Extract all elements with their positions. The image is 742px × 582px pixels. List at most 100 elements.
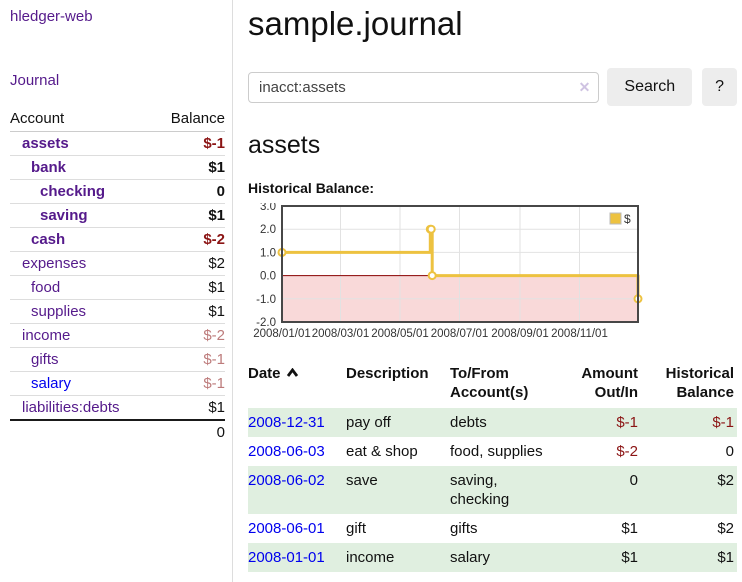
account-row: assets $-1 <box>10 132 225 156</box>
transaction-description: save <box>346 472 378 489</box>
transaction-balance: 0 <box>725 443 734 460</box>
accounts-total-row: 0 <box>10 419 225 444</box>
transaction-accounts: salary <box>450 549 491 566</box>
transaction-balance: $-1 <box>712 414 734 431</box>
sidebar-account-gifts[interactable]: gifts <box>31 351 59 368</box>
sidebar-account-liabilities-debts[interactable]: liabilities:debts <box>22 399 120 416</box>
balance-chart: $3.0 2.0 1.0 0.0 -1.0 -2.0 2008/01/01 2008/03/0… <box>248 201 737 346</box>
main-content: sample.journal ✕ Search ? assets Histori… <box>233 0 742 572</box>
search-form: ✕ Search ? <box>248 68 737 106</box>
account-row: expenses $2 <box>10 251 225 276</box>
register-header-row: Date Description To/From Account(s) Amou… <box>248 360 737 408</box>
account-balance: $1 <box>153 299 225 324</box>
sidebar-account-cash[interactable]: cash <box>31 231 66 248</box>
accounts-header-account: Account <box>10 108 154 132</box>
table-row: 2008-06-01 gift gifts $1 $2 <box>248 514 737 543</box>
transaction-date-link[interactable]: 2008-06-02 <box>248 472 325 489</box>
column-header-amount: Amount Out/In <box>581 365 638 401</box>
svg-text:-2.0: -2.0 <box>256 317 276 329</box>
search-input[interactable] <box>248 71 600 103</box>
account-row: salary $-1 <box>10 371 225 396</box>
svg-text:2008/07/01: 2008/07/01 <box>431 328 489 340</box>
legend-swatch <box>609 212 622 225</box>
column-header-description: Description <box>346 365 429 382</box>
account-balance: $-1 <box>153 371 225 396</box>
account-balance: $2 <box>153 251 225 276</box>
table-row: 2008-12-31 pay off debts $-1 $-1 <box>248 408 737 437</box>
transaction-description: income <box>346 549 395 566</box>
svg-text:2008/03/01: 2008/03/01 <box>312 328 370 340</box>
svg-text:2008/05/01: 2008/05/01 <box>371 328 429 340</box>
account-row: gifts $-1 <box>10 347 225 372</box>
svg-text:2008/09/01: 2008/09/01 <box>491 328 549 340</box>
column-header-accounts: To/From Account(s) <box>450 365 529 401</box>
svg-text:-1.0: -1.0 <box>256 294 276 306</box>
transaction-balance: $2 <box>717 472 734 489</box>
transaction-amount: 0 <box>629 472 638 489</box>
transaction-date-link[interactable]: 2008-06-01 <box>248 520 325 537</box>
table-row: 2008-01-01 income salary $1 $1 <box>248 543 737 572</box>
transaction-date-link[interactable]: 2008-01-01 <box>248 549 325 566</box>
svg-text:0.0: 0.0 <box>260 271 276 283</box>
transaction-description: gift <box>346 520 367 537</box>
data-point-marker <box>427 271 437 281</box>
account-balance: $-1 <box>153 347 225 372</box>
table-row: 2008-06-02 save saving, checking 0 $2 <box>248 466 737 514</box>
accounts-header-balance: Balance <box>153 108 225 132</box>
account-title: assets <box>248 131 321 159</box>
search-button[interactable]: Search <box>607 68 693 106</box>
transaction-accounts: saving, checking <box>450 472 510 508</box>
transaction-date-link[interactable]: 2008-12-31 <box>248 414 325 431</box>
account-row: supplies $1 <box>10 299 225 324</box>
sidebar-account-saving[interactable]: saving <box>40 207 88 224</box>
sidebar-account-bank[interactable]: bank <box>31 159 67 176</box>
table-row: 2008-06-03 eat & shop food, supplies $-2 0 <box>248 437 737 466</box>
account-balance: $-1 <box>203 135 225 152</box>
transaction-amount: $-1 <box>616 414 638 431</box>
sidebar: hledger-web Journal Account Balance asse… <box>0 0 233 582</box>
accounts-total: 0 <box>153 419 225 444</box>
sidebar-item-journal[interactable]: Journal <box>10 72 60 89</box>
transaction-date-link[interactable]: 2008-06-03 <box>248 443 325 460</box>
account-row: cash $-2 <box>10 227 225 252</box>
transaction-amount: $1 <box>621 520 638 537</box>
sidebar-account-food[interactable]: food <box>31 279 61 296</box>
sidebar-account-salary[interactable]: salary <box>31 375 72 392</box>
account-row: income $-2 <box>10 323 225 348</box>
sidebar-account-assets[interactable]: assets <box>22 135 69 152</box>
brand-link[interactable]: hledger-web <box>10 8 93 25</box>
sidebar-account-checking[interactable]: checking <box>40 183 106 200</box>
help-button[interactable]: ? <box>702 68 737 106</box>
page-title: sample.journal <box>248 5 463 42</box>
clear-search-icon[interactable]: ✕ <box>578 78 591 95</box>
sidebar-account-expenses[interactable]: expenses <box>22 255 87 272</box>
account-row: checking 0 <box>10 179 225 204</box>
column-header-date[interactable]: Date <box>248 360 346 408</box>
transaction-amount: $1 <box>621 549 638 566</box>
sidebar-account-supplies[interactable]: supplies <box>31 303 87 320</box>
chart-label: Historical Balance: <box>248 180 375 196</box>
sort-ascending-icon <box>286 367 298 377</box>
transaction-accounts: gifts <box>450 520 478 537</box>
transaction-balance: $1 <box>717 549 734 566</box>
column-header-balance: Historical Balance <box>665 365 734 401</box>
transaction-accounts: food, supplies <box>450 443 543 460</box>
svg-text:2008/01/01: 2008/01/01 <box>253 328 311 340</box>
transaction-description: eat & shop <box>346 443 418 460</box>
account-balance: $1 <box>153 395 225 420</box>
sidebar-account-income[interactable]: income <box>22 327 71 344</box>
svg-text:2.0: 2.0 <box>260 224 276 236</box>
register-table: Date Description To/From Account(s) Amou… <box>248 360 737 572</box>
account-row: bank $1 <box>10 155 225 180</box>
data-point-marker <box>426 224 436 234</box>
account-balance: $1 <box>153 275 225 300</box>
account-row: liabilities:debts $1 <box>10 395 225 420</box>
transaction-accounts: debts <box>450 414 487 431</box>
account-balance: $1 <box>153 155 225 180</box>
transaction-description: pay off <box>346 414 391 431</box>
svg-text:3.0: 3.0 <box>260 203 276 213</box>
chart-border <box>281 205 639 323</box>
account-balance: $-2 <box>153 227 225 252</box>
